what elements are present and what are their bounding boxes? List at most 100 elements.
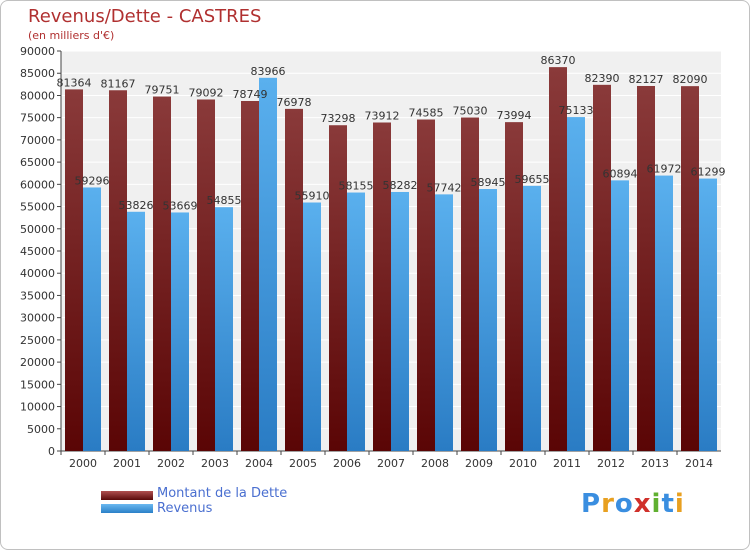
bar-revenue — [259, 77, 277, 451]
data-label-debt: 73298 — [321, 112, 356, 125]
x-tick-label: 2004 — [245, 457, 273, 470]
data-label-debt: 74585 — [409, 107, 444, 120]
logo-letter: o — [614, 489, 634, 519]
bar-revenue — [83, 187, 101, 451]
y-tick-label: 0 — [48, 445, 55, 458]
y-tick-label: 5000 — [27, 423, 55, 436]
data-label-debt: 73912 — [365, 110, 400, 123]
bar-revenue — [523, 185, 541, 451]
chart-title: Revenus/Dette - CASTRES — [28, 6, 262, 27]
x-tick-label: 2003 — [201, 457, 229, 470]
bar-debt — [241, 101, 259, 451]
legend-swatch-revenue — [101, 504, 153, 513]
bar-debt — [197, 99, 215, 451]
bar-revenue — [171, 212, 189, 451]
bar-debt — [593, 84, 611, 452]
bar-debt — [549, 67, 567, 451]
data-label-revenue: 55910 — [295, 190, 330, 203]
data-label-debt: 79092 — [189, 86, 224, 99]
y-tick-label: 35000 — [20, 289, 55, 302]
bar-revenue — [347, 192, 365, 452]
x-tick-label: 2010 — [509, 457, 537, 470]
bar-debt — [153, 96, 171, 451]
logo-letter: i — [651, 489, 662, 519]
y-tick-label: 80000 — [20, 89, 55, 102]
bar-revenue — [611, 180, 629, 452]
bar-debt — [505, 122, 523, 451]
y-tick-label: 75000 — [20, 112, 55, 125]
data-label-debt: 82090 — [673, 73, 708, 86]
bar-debt — [637, 85, 655, 451]
x-tick-label: 2008 — [421, 457, 449, 470]
data-label-revenue: 58282 — [383, 179, 418, 192]
y-tick-label: 20000 — [20, 356, 55, 369]
bar-debt — [109, 90, 127, 451]
bar-debt — [461, 117, 479, 452]
logo-letter: x — [633, 489, 652, 519]
legend-label-revenue: Revenus — [157, 501, 213, 516]
data-label-revenue: 60894 — [603, 167, 638, 180]
data-label-revenue: 54855 — [207, 194, 242, 207]
data-label-revenue: 57742 — [427, 181, 462, 194]
bar-revenue — [699, 178, 717, 451]
y-tick-label: 85000 — [20, 67, 55, 80]
y-tick-label: 65000 — [20, 156, 55, 169]
bar-debt — [417, 119, 435, 451]
bar-revenue — [655, 175, 673, 451]
data-label-revenue: 75133 — [559, 104, 594, 117]
data-label-debt: 81167 — [101, 77, 136, 90]
data-label-revenue: 61299 — [691, 166, 726, 179]
bar-revenue — [567, 117, 585, 451]
x-tick-label: 2007 — [377, 457, 405, 470]
bar-revenue — [391, 191, 409, 452]
x-tick-label: 2001 — [113, 457, 141, 470]
x-tick-label: 2000 — [69, 457, 97, 470]
data-label-revenue: 53669 — [163, 199, 198, 212]
bar-debt — [329, 125, 347, 451]
bar-debt — [285, 108, 303, 452]
logo-letter: i — [674, 489, 685, 519]
bar-revenue — [303, 202, 321, 451]
logo-letter: t — [661, 489, 675, 519]
legend-label-debt: Montant de la Dette — [157, 486, 288, 501]
y-tick-label: 25000 — [20, 334, 55, 347]
y-tick-label: 15000 — [20, 378, 55, 391]
y-tick-label: 60000 — [20, 178, 55, 191]
data-label-debt: 81364 — [57, 76, 92, 89]
x-tick-label: 2011 — [553, 457, 581, 470]
y-tick-label: 30000 — [20, 312, 55, 325]
data-label-revenue: 61972 — [647, 163, 682, 176]
data-label-debt: 79751 — [145, 84, 180, 97]
bar-revenue — [479, 189, 497, 451]
y-tick-label: 50000 — [20, 223, 55, 236]
bar-debt — [65, 89, 83, 451]
data-label-debt: 82127 — [629, 73, 664, 86]
bar-revenue — [435, 194, 453, 451]
x-tick-label: 2013 — [641, 457, 669, 470]
data-label-revenue: 58945 — [471, 176, 506, 189]
x-tick-label: 2009 — [465, 457, 493, 470]
bar-revenue — [215, 207, 233, 451]
bar-revenue — [127, 211, 145, 451]
y-tick-label: 45000 — [20, 245, 55, 258]
data-label-revenue: 59296 — [75, 174, 110, 187]
data-label-revenue: 53826 — [119, 199, 154, 212]
y-tick-label: 10000 — [20, 401, 55, 414]
data-label-debt: 73994 — [497, 109, 532, 122]
x-tick-label: 2006 — [333, 457, 361, 470]
legend-swatch-debt — [101, 491, 153, 500]
data-label-debt: 82390 — [585, 72, 620, 85]
bar-debt — [373, 122, 391, 451]
data-label-revenue: 58155 — [339, 180, 374, 193]
y-tick-label: 40000 — [20, 267, 55, 280]
data-label-revenue: 83966 — [251, 65, 286, 78]
data-label-debt: 75030 — [453, 105, 488, 118]
x-tick-label: 2014 — [685, 457, 713, 470]
data-label-debt: 76978 — [277, 96, 312, 109]
data-label-debt: 86370 — [541, 54, 576, 67]
x-tick-label: 2005 — [289, 457, 317, 470]
y-tick-label: 70000 — [20, 134, 55, 147]
y-tick-label: 90000 — [20, 45, 55, 58]
